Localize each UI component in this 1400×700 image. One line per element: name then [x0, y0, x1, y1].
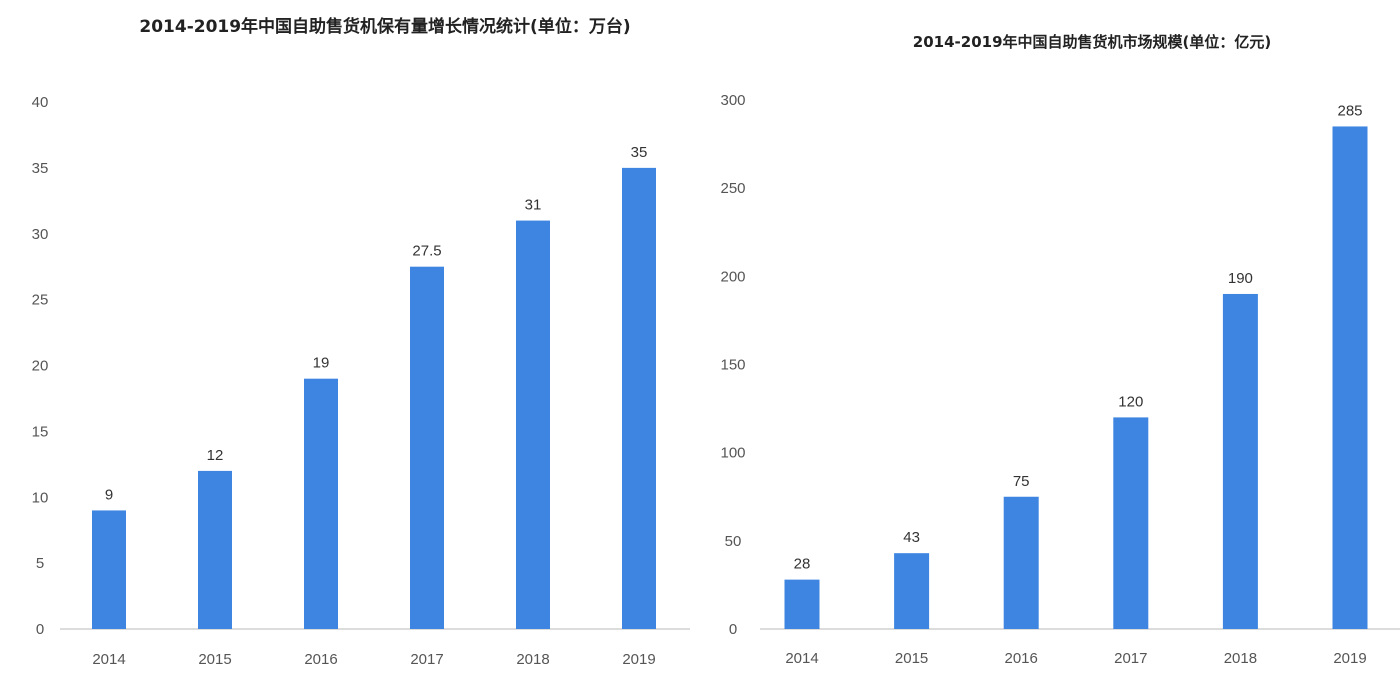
bar-2016: [1003, 496, 1039, 629]
y-tick-label: 10: [32, 489, 49, 506]
bar-2019: [1332, 126, 1368, 629]
data-label: 28: [794, 556, 811, 573]
y-tick-label: 0: [36, 621, 44, 638]
y-tick-label: 30: [32, 226, 49, 243]
y-tick-label: 25: [32, 292, 49, 309]
data-label: 31: [525, 197, 542, 214]
y-tick-label: 5: [36, 555, 44, 572]
y-tick-label: 20: [32, 358, 49, 375]
x-tick-label: 2014: [785, 650, 818, 667]
bar-2018: [1222, 293, 1258, 629]
bar-2017: [1113, 417, 1149, 629]
data-label: 35: [631, 144, 648, 161]
x-tick-label: 2019: [622, 651, 655, 668]
bar-2018: [516, 220, 550, 629]
x-tick-label: 2016: [1005, 650, 1038, 667]
x-tick-label: 2016: [304, 651, 337, 668]
y-tick-label: 15: [32, 423, 49, 440]
y-tick-label: 300: [720, 92, 745, 109]
y-tick-label: 35: [32, 160, 49, 177]
x-tick-label: 2019: [1333, 650, 1366, 667]
y-tick-label: 100: [720, 445, 745, 462]
chart-2: 2014-2019年中国自助售货机市场规模(单位：亿元) 0 50 100 150 200…: [720, 33, 1400, 667]
x-tick-label: 2018: [516, 651, 549, 668]
bar-2016: [304, 378, 338, 629]
x-tick-label: 2017: [1114, 650, 1147, 667]
chart-title: 2014-2019年中国自助售货机保有量增长情况统计(单位：万台): [139, 16, 630, 37]
bar-2015: [198, 470, 232, 629]
y-tick-label: 200: [720, 268, 745, 285]
x-tick-label: 2015: [895, 650, 928, 667]
chart-1: 2014-2019年中国自助售货机保有量增长情况统计(单位：万台) 0 5 10 15 2…: [32, 16, 690, 668]
data-label: 75: [1013, 473, 1030, 490]
data-label: 285: [1337, 102, 1362, 119]
x-tick-label: 2015: [198, 651, 231, 668]
x-tick-label: 2014: [92, 651, 125, 668]
bar-2015: [894, 553, 930, 629]
x-tick-label: 2017: [410, 651, 443, 668]
chart-title: 2014-2019年中国自助售货机市场规模(单位：亿元): [913, 33, 1271, 51]
y-tick-label: 50: [725, 533, 742, 550]
y-tick-label: 0: [729, 621, 737, 638]
y-tick-label: 40: [32, 94, 49, 111]
bar-2017: [410, 266, 444, 629]
data-label: 120: [1118, 393, 1143, 410]
data-label: 9: [105, 486, 113, 503]
bar-2014: [92, 510, 126, 629]
bar-2014: [784, 579, 820, 629]
x-tick-label: 2018: [1224, 650, 1257, 667]
y-tick-label: 150: [720, 357, 745, 374]
bar-2019: [622, 167, 656, 629]
data-label: 19: [313, 355, 330, 372]
data-label: 12: [207, 447, 224, 464]
data-label: 190: [1228, 270, 1253, 287]
data-label: 43: [903, 529, 920, 546]
data-label: 27.5: [412, 243, 441, 260]
y-tick-label: 250: [720, 180, 745, 197]
